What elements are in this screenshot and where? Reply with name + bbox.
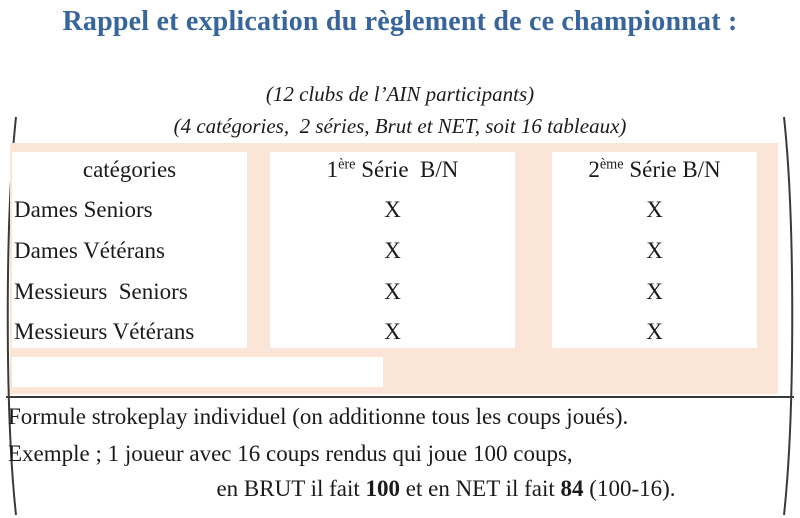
cell-dames-veterans-serie1: X: [384, 238, 401, 263]
column-header-serie2: 2ème Série B/N: [552, 155, 757, 185]
cell-dames-veterans-serie2: X: [646, 238, 663, 263]
result-text-brut: en BRUT il fait: [216, 476, 366, 501]
cell-dames-seniors-serie1: X: [384, 197, 401, 222]
serie1-number: 1: [326, 157, 339, 182]
rules-table: catégories 1ère Série B/N 2ème Série B/N…: [10, 143, 778, 394]
row-label-dames-seniors: Dames Seniors: [14, 197, 153, 222]
result-text-net: et en NET il fait: [400, 476, 561, 501]
serie2-label: Série B/N: [623, 157, 721, 182]
horizontal-divider: [6, 396, 794, 398]
cell-messieurs-veterans-serie1: X: [384, 319, 401, 344]
table-column-serie2: [552, 152, 757, 348]
right-parenthesis-decoration: [783, 116, 794, 516]
row-label-messieurs-seniors: Messieurs Seniors: [14, 279, 188, 304]
subtitle-categories: (4 catégories, 2 séries, Brut et NET, so…: [173, 114, 627, 138]
cell-messieurs-seniors-serie1: X: [384, 279, 401, 304]
serie2-superscript: ème: [599, 156, 624, 173]
result-value-brut: 100: [365, 476, 401, 501]
footer-result-line: en BRUT il fait 100 et en NET il fait 84…: [0, 473, 800, 504]
serie2-number: 2: [588, 157, 600, 182]
cell-dames-seniors-serie2: X: [646, 197, 663, 222]
footer-formula-line: Formule strokeplay individuel (on additi…: [8, 404, 629, 429]
table-column-categories: [12, 152, 247, 348]
table-empty-cell: [12, 357, 383, 387]
subtitle-participants: (12 clubs de l’AIN participants): [265, 82, 535, 106]
result-text-calc: (100-16).: [583, 476, 676, 501]
page-title: Rappel et explication du règlement de ce…: [62, 6, 738, 37]
row-label-dames-veterans: Dames Vétérans: [14, 238, 165, 263]
column-header-serie1: 1ère Série B/N: [270, 155, 515, 185]
table-column-serie1: [270, 152, 515, 348]
cell-messieurs-veterans-serie2: X: [646, 319, 663, 344]
result-value-net: 84: [560, 476, 584, 501]
serie1-label: Série B/N: [355, 157, 459, 182]
cell-messieurs-seniors-serie2: X: [646, 279, 663, 304]
row-label-messieurs-veterans: Messieurs Vétérans: [14, 319, 195, 344]
footer-example-line: Exemple ; 1 joueur avec 16 coups rendus …: [8, 441, 573, 466]
column-header-categories: catégories: [82, 157, 177, 182]
serie1-superscript: ère: [338, 156, 356, 173]
